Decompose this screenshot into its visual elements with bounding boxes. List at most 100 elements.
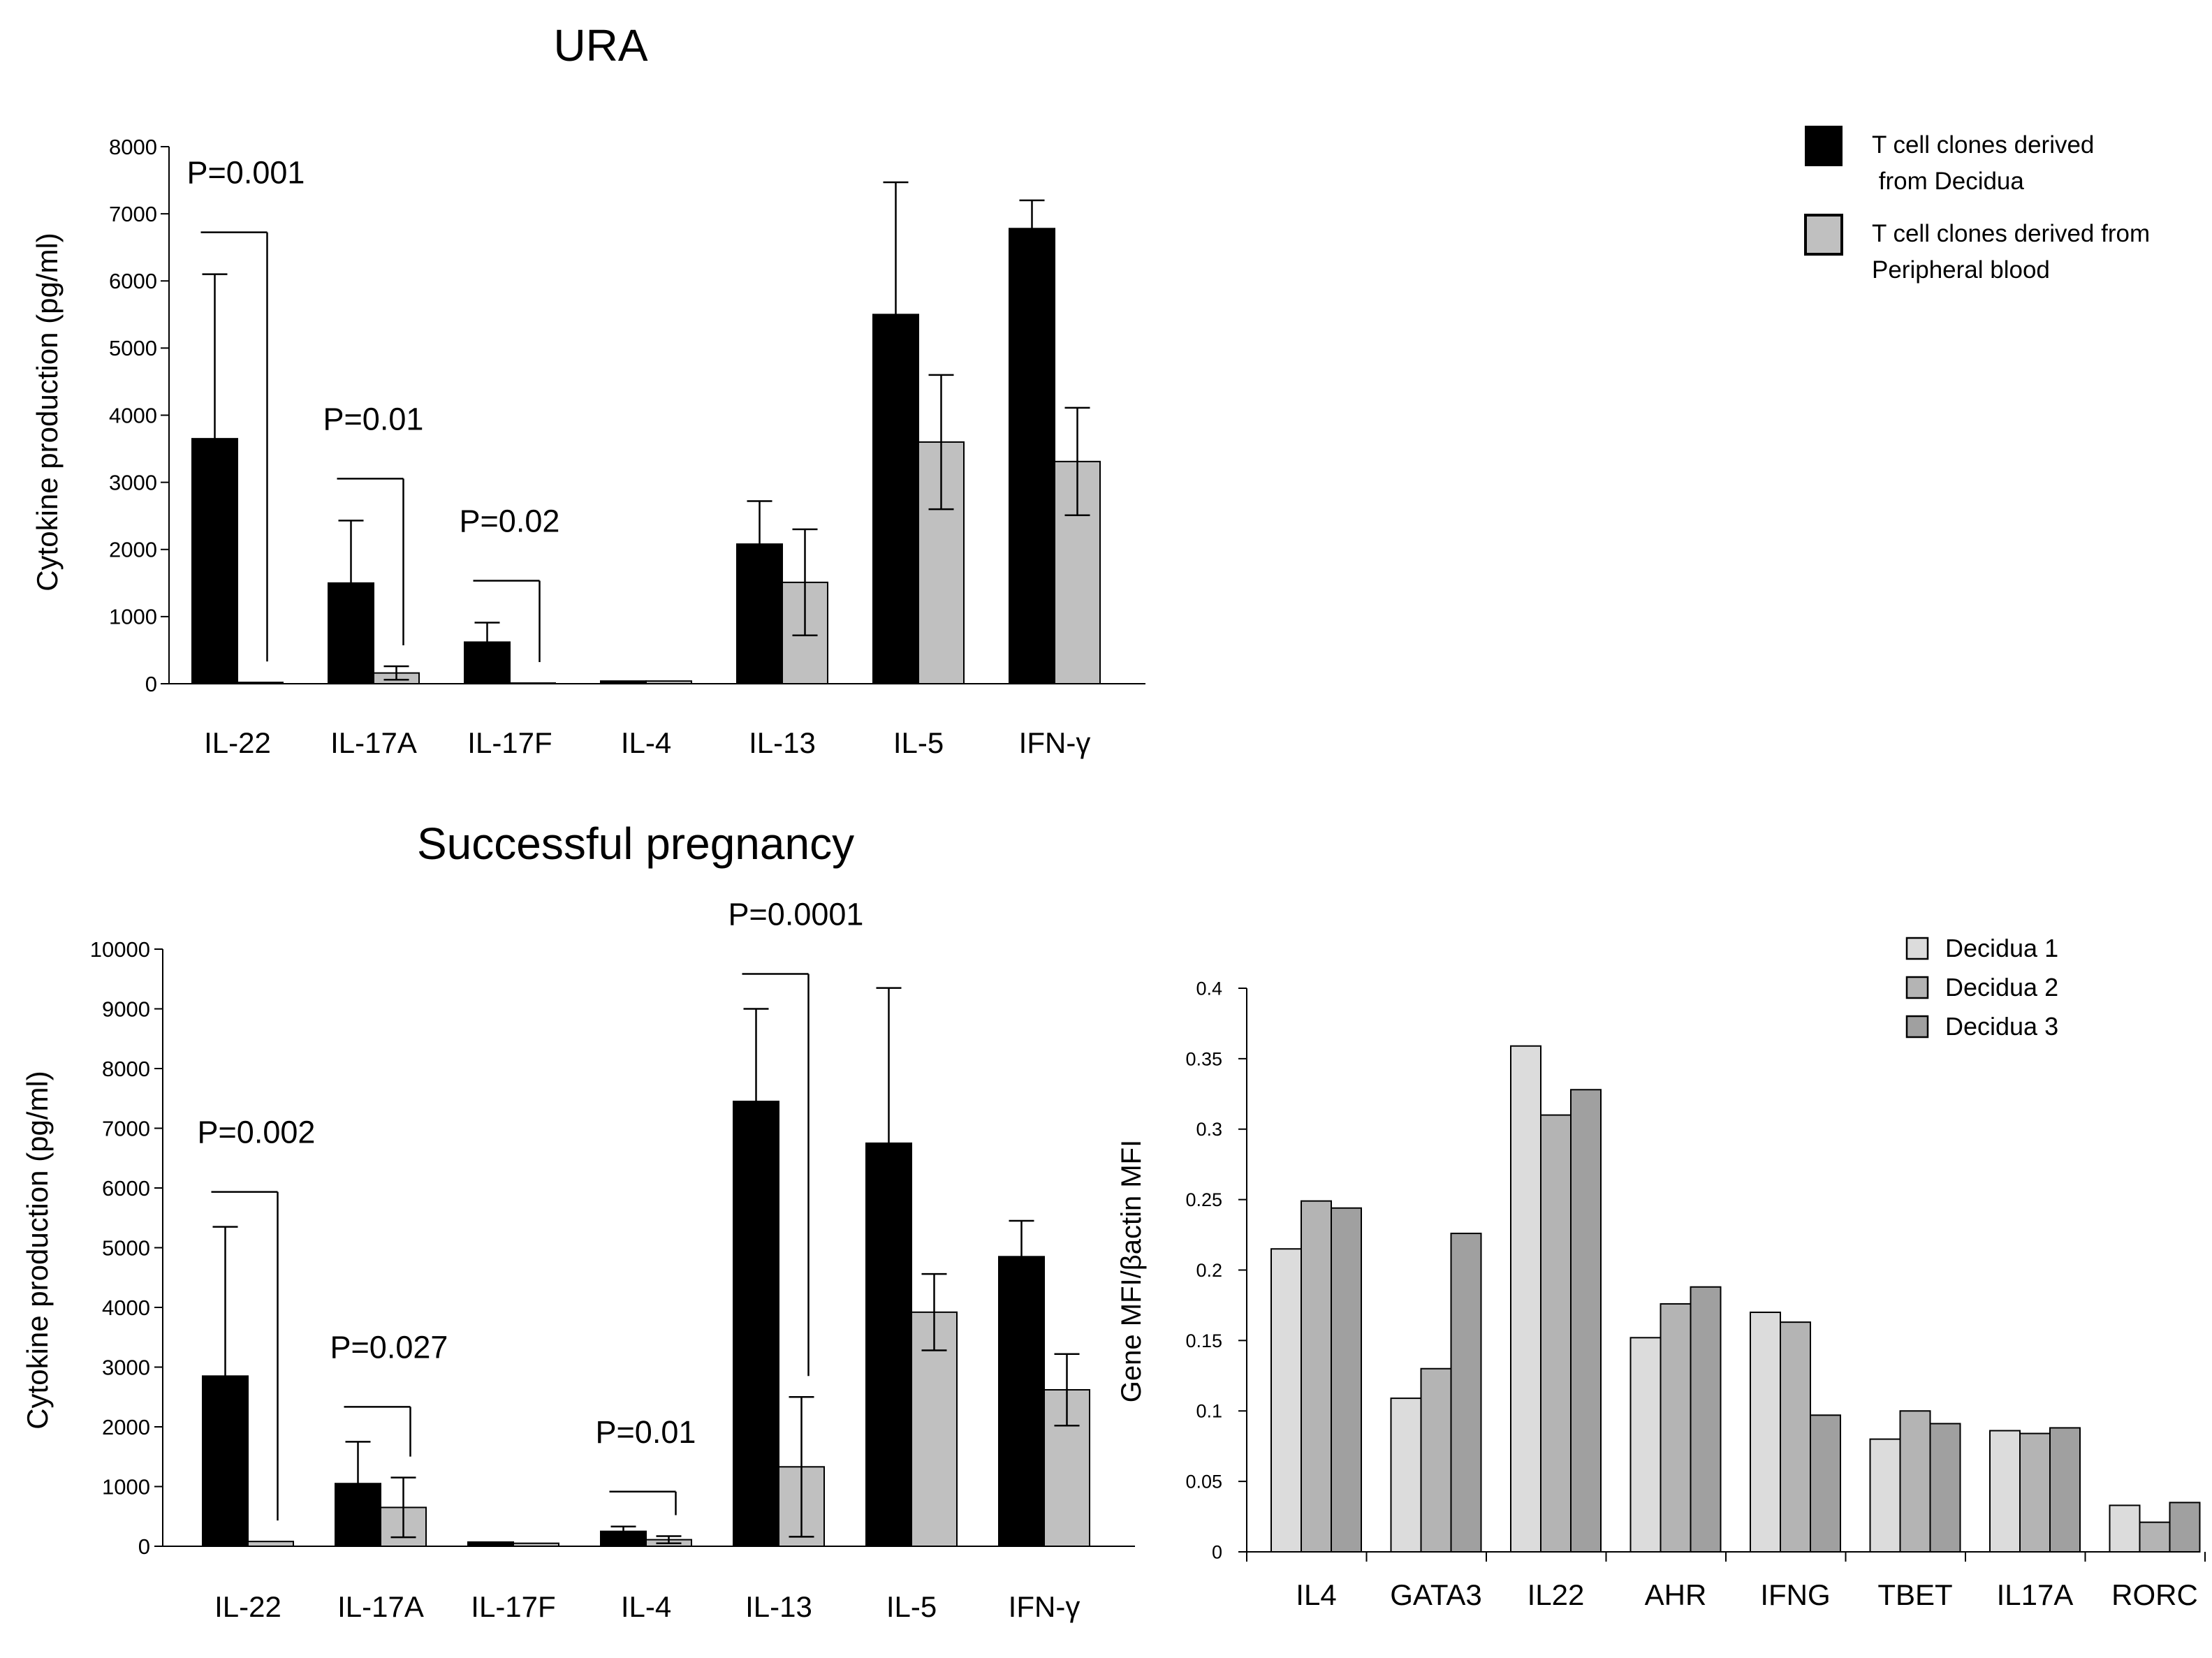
gene-bar-s3 [1690,1286,1722,1553]
gene-bar-s2 [2139,1521,2171,1553]
successful-bar-s1 [733,1101,779,1547]
gene-bar-s2 [1660,1303,1692,1553]
successful-p-value-label: P=0.002 [198,1115,316,1150]
gene-bar-s3 [2169,1502,2201,1553]
gene-bar-s2 [1780,1321,1811,1553]
successful-x-tick-label: IL-22 [214,1590,281,1623]
successful-y-tick-label: 0 [138,1534,150,1559]
ura-x-tick-label: IFN-γ [1019,726,1091,759]
gene-y-tick-label: 0.2 [1196,1260,1222,1281]
gene-bar-s3 [2049,1427,2081,1553]
gene-y-tick-label: 0.05 [1185,1472,1222,1492]
ura-bar-s2 [237,682,284,685]
gene-bar-s1 [1629,1337,1662,1553]
successful-x-tick-label: IFN-γ [1009,1590,1081,1623]
legend-swatch-decidua [1805,126,1843,166]
gene-bar-s2 [1899,1410,1931,1553]
gene-bar-s1 [1510,1045,1541,1553]
gene-legend-swatch [1905,976,1929,999]
successful-y-tick-label: 6000 [102,1176,150,1201]
successful-x-tick-label: IL-5 [886,1590,937,1623]
legend-label-peripheral-line1: T cell clones derived from [1872,220,2150,247]
gene-y-tick-label: 0.15 [1185,1330,1222,1351]
gene-legend-swatch [1905,1015,1929,1039]
ura-p-value-label: P=0.02 [460,504,560,539]
successful-bar-s2 [513,1542,559,1548]
successful-y-tick-label: 5000 [102,1235,150,1260]
gene-expression-chart: Gene MFI/βactin MFI 0 0.05 0.1 0.15 0.2 0.25 0.… [1116,934,2206,1611]
gene-bar-s2 [1420,1367,1452,1553]
successful-bar-s1 [467,1541,514,1547]
gene-x-tick-label: IL22 [1528,1578,1585,1611]
successful-y-tick-label: 7000 [102,1116,150,1140]
legend-label-peripheral-line2: Peripheral blood [1872,256,2050,284]
successful-bar-s1 [865,1142,912,1547]
successful-y-tick-label: 9000 [102,997,150,1021]
gene-bar-s2 [1540,1114,1572,1553]
gene-legend-label: Decidua 2 [1945,973,2058,1002]
ura-bar-s1 [1009,228,1055,684]
gene-bar-s1 [2109,1504,2141,1553]
ura-y-tick-label: 5000 [109,336,157,360]
successful-title: Successful pregnancy [417,819,854,869]
gene-y-tick-label: 0.35 [1185,1048,1222,1069]
successful-x-tick-label: IL-17A [337,1590,424,1623]
successful-y-tick-label: 8000 [102,1057,150,1081]
ura-y-axis-label: Cytokine production (pg/ml) [31,233,64,592]
legend-label-decidua-line2: from Decidua [1872,168,2024,195]
gene-y-tick-label: 0 [1212,1541,1222,1562]
successful-bar-s2 [247,1541,294,1547]
gene-x-tick-label: IL4 [1296,1578,1336,1611]
gene-x-tick-label: RORC [2111,1578,2198,1611]
successful-bar-s1 [600,1530,647,1547]
gene-bar-s2 [2019,1432,2051,1553]
successful-y-tick-label: 2000 [102,1415,150,1439]
ura-bar-s1 [736,543,783,684]
gene-bar-s3 [1929,1423,1961,1553]
ura-y-tick-label: 2000 [109,538,157,562]
ura-title: URA [553,20,647,71]
legend-swatch-peripheral [1804,214,1843,256]
gene-bar-s3 [1810,1414,1841,1553]
ura-bar-s1 [600,680,647,685]
successful-bar-s1 [998,1256,1045,1547]
gene-y-tick-label: 0.4 [1196,978,1222,999]
successful-bar-s1 [202,1375,249,1547]
ura-p-value-label: P=0.001 [187,155,305,191]
gene-bar-s2 [1301,1200,1332,1553]
ura-x-tick-label: IL-5 [893,726,944,759]
ura-bar-s2 [645,680,692,685]
ura-bar-s1 [328,582,374,684]
ura-x-tick-label: IL-17A [330,726,417,759]
gene-y-axis-label: Gene MFI/βactin MFI [1116,1140,1147,1402]
successful-y-tick-label: 4000 [102,1296,150,1320]
gene-y-tick-label: 0.3 [1196,1119,1222,1140]
ura-p-value-label: P=0.01 [323,401,424,436]
successful-x-tick-label: IL-17F [471,1590,555,1623]
successful-y-tick-label: 1000 [102,1474,150,1499]
successful-y-axis-label: Cytokine production (pg/ml) [21,1071,54,1430]
successful-x-tick-label: IL-4 [621,1590,671,1623]
gene-legend-label: Decidua 1 [1945,934,2058,962]
gene-x-tick-label: TBET [1877,1578,1952,1611]
ura-bar-s1 [191,438,238,684]
ura-y-tick-label: 1000 [109,605,157,629]
gene-bar-s1 [1869,1438,1901,1553]
successful-x-tick-label: IL-13 [745,1590,812,1623]
gene-bar-s3 [1570,1089,1602,1553]
successful-y-tick-label: 10000 [90,937,150,962]
ura-bar-s2 [509,682,556,684]
cytokine-legend: T cell clones derived from Decidua T cel… [1804,126,2150,284]
gene-x-tick-label: AHR [1645,1578,1707,1611]
ura-y-tick-label: 8000 [109,135,157,159]
gene-x-tick-label: GATA3 [1390,1578,1481,1611]
ura-x-tick-label: IL-4 [621,726,671,759]
ura-chart: URA Cytokine production (pg/ml) 0 1000 2000 3… [31,20,1145,759]
ura-bar-s1 [872,314,919,684]
ura-y-tick-label: 7000 [109,202,157,226]
gene-bar-s3 [1331,1207,1362,1553]
successful-bar-s1 [335,1483,381,1548]
gene-bar-s1 [1270,1248,1302,1553]
ura-x-tick-label: IL-22 [204,726,271,759]
